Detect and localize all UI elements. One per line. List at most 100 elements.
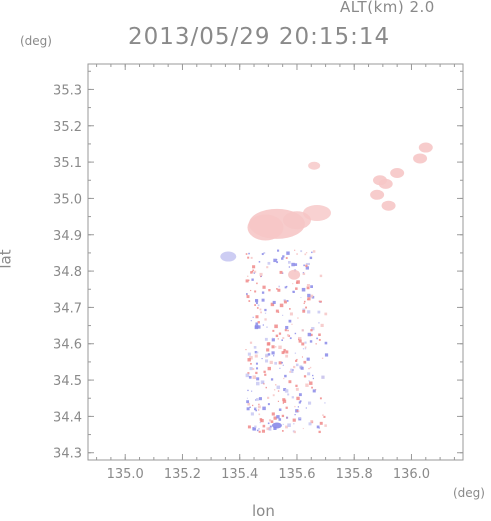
echo-cell [289, 312, 293, 316]
echo-cell [279, 303, 284, 308]
echo-cell [275, 334, 279, 338]
echo-cell [273, 355, 275, 357]
echo-cell [319, 421, 323, 425]
echo-cell [247, 358, 251, 362]
echo-cell [250, 412, 254, 416]
echo-cell [283, 300, 287, 304]
echo-cell [256, 429, 259, 432]
echo-cell [295, 281, 299, 284]
echo-cell [260, 418, 264, 423]
echo-cell [258, 261, 261, 263]
echo-cell [269, 360, 273, 365]
echo-cell [323, 415, 326, 418]
echo-cell [318, 333, 321, 336]
echo-cell [258, 430, 261, 433]
echo-cell [263, 252, 266, 254]
echo-cell [258, 403, 260, 406]
echo-cell [288, 266, 291, 268]
echo-cell [295, 387, 299, 391]
echo-cell [299, 417, 301, 419]
echo-cell [264, 312, 267, 314]
echo-cell [298, 338, 300, 340]
echo-cell [303, 375, 307, 378]
echo-cell [298, 336, 302, 341]
echo-cell [256, 381, 260, 386]
echo-cell [252, 265, 256, 269]
echo-cell [305, 264, 308, 267]
echo-cell [252, 316, 254, 318]
echo-cell [254, 350, 258, 354]
echo-cluster-northeast [413, 153, 428, 164]
echo-cell [261, 298, 265, 302]
altitude-label: ALT(km) 2.0 [340, 0, 435, 16]
echo-cell [249, 341, 253, 344]
echo-cell [264, 337, 268, 341]
echo-cell [250, 289, 252, 292]
echo-cell [299, 365, 302, 368]
echo-cell [286, 334, 290, 337]
echo-cell [246, 400, 250, 404]
echo-cell [312, 389, 316, 393]
echo-cell [278, 408, 282, 411]
echo-cell [295, 359, 298, 362]
echo-cell [294, 263, 298, 266]
radar-echo-layer [220, 142, 433, 434]
echo-cell [287, 329, 289, 332]
echo-cell [302, 309, 306, 313]
echo-cell [291, 369, 294, 371]
echo-cell [274, 324, 278, 329]
echo-cell [296, 396, 300, 401]
echo-cell [303, 360, 307, 364]
echo-cell [267, 403, 270, 406]
echo-cell [307, 310, 311, 314]
echo-cell [255, 371, 258, 375]
echo-cell [317, 310, 321, 314]
echo-cell [285, 350, 289, 354]
echo-cell [276, 261, 279, 264]
echo-cell [294, 413, 296, 416]
echo-cell [268, 289, 271, 292]
echo-cell [286, 300, 289, 302]
echo-cell [324, 424, 327, 427]
echo-cell [304, 341, 307, 344]
echo-cell [271, 345, 275, 349]
echo-cell [294, 249, 296, 251]
echo-cell [301, 342, 305, 346]
echo-cell [261, 357, 263, 360]
echo-cell [263, 383, 265, 385]
echo-cell [271, 422, 282, 429]
x-tick-label: 135.4 [221, 467, 258, 482]
echo-cell [245, 279, 249, 283]
echo-cell [295, 287, 298, 290]
echo-cell [282, 255, 285, 258]
echo-cell [307, 298, 309, 301]
echo-cell [311, 386, 313, 389]
echo-cell [289, 337, 292, 340]
y-tick-label: 35.3 [53, 83, 82, 98]
echo-cell [304, 346, 307, 349]
echo-cell [287, 393, 290, 396]
echo-cell [309, 366, 312, 369]
echo-cell [266, 348, 270, 352]
echo-cell [270, 420, 274, 423]
echo-cell [303, 300, 306, 303]
echo-cell [257, 304, 260, 307]
echo-cell [250, 256, 253, 259]
echo-cell [291, 370, 294, 374]
echo-cluster-northeast [418, 142, 433, 153]
echo-cell [262, 324, 264, 326]
echo-cell [266, 342, 271, 346]
echo-cell [272, 394, 275, 397]
echo-cell [247, 389, 249, 392]
echo-cell [264, 373, 267, 376]
echo-cell [283, 299, 286, 302]
echo-cell [301, 287, 306, 292]
x-axis-unit: (deg) [453, 486, 485, 500]
echo-cell [273, 258, 277, 263]
echo-cell [276, 288, 278, 290]
echo-cell [305, 407, 307, 409]
echo-cell [267, 396, 270, 399]
echo-cell [271, 338, 275, 342]
echo-cell [298, 393, 302, 397]
